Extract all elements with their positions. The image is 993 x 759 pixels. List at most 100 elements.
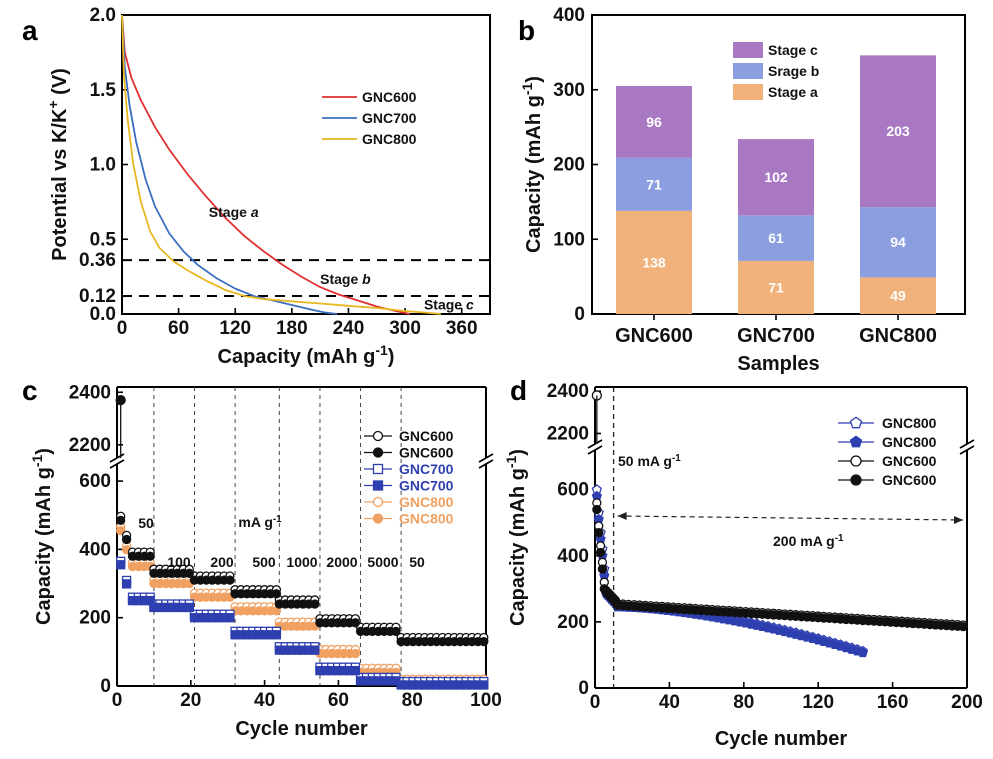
bar-value-label: 71 bbox=[646, 176, 662, 192]
x-tick-label: 160 bbox=[877, 692, 909, 713]
rate-unit-label: mA g-1 bbox=[238, 514, 282, 531]
bar-value-label: 102 bbox=[764, 169, 788, 185]
y-tick-label: 2400 bbox=[69, 382, 111, 403]
panel-letter: d bbox=[510, 375, 527, 406]
y-tick-label: 100 bbox=[553, 229, 585, 250]
rate-arrow-head-left bbox=[617, 512, 627, 520]
rate-label: 100 bbox=[167, 554, 191, 570]
bar-segment-Stage-c bbox=[860, 55, 936, 208]
x-tick-label: 60 bbox=[328, 690, 349, 711]
data-point-GNC600 bbox=[310, 599, 320, 609]
stage-annotation: Stage a bbox=[209, 204, 259, 220]
x-tick-label: 0 bbox=[117, 318, 128, 339]
x-tick-label: 60 bbox=[168, 318, 189, 339]
data-point-GNC700 bbox=[350, 665, 361, 676]
axis-break-mark bbox=[109, 453, 125, 463]
y-tick-label: 1.0 bbox=[90, 155, 116, 176]
data-point-GNC600 bbox=[350, 618, 361, 628]
panel-b: b 0 100 200 300 400 138 71 96 GNC600 71 61 102 GNC700… bbox=[518, 5, 966, 375]
rate-label: 200 bbox=[210, 554, 234, 570]
x-tick-label: GNC800 bbox=[859, 325, 937, 347]
y-tick-label: 200 bbox=[553, 155, 585, 176]
bar-segment-Stage-a bbox=[738, 260, 814, 314]
legend-marker bbox=[372, 430, 384, 442]
x-tick-label: 200 bbox=[951, 692, 983, 713]
legend-marker bbox=[849, 416, 863, 429]
rate-label: 500 bbox=[252, 554, 276, 570]
y-tick-label: 600 bbox=[79, 471, 111, 492]
legend-label: GNC800 bbox=[362, 131, 417, 147]
x-axis-label: Cycle number bbox=[715, 728, 847, 750]
axis-break-mark bbox=[587, 445, 603, 455]
panel-letter: a bbox=[22, 15, 38, 46]
legend-marker bbox=[850, 474, 862, 486]
bar-value-label: 138 bbox=[642, 254, 666, 270]
legend-label: GNC600 bbox=[882, 453, 937, 469]
data-point-GNC600 bbox=[592, 504, 602, 515]
rate-annotation-200: 200 mA g-1 bbox=[773, 533, 844, 550]
legend-label: GNC600 bbox=[362, 89, 417, 105]
legend-marker bbox=[372, 480, 384, 491]
data-point-GNC600 bbox=[121, 534, 132, 545]
legend-label: GNC600 bbox=[882, 472, 937, 488]
legend-label: GNC700 bbox=[362, 110, 417, 126]
series-line-GNC600 bbox=[121, 14, 410, 315]
stage-annotation: Stage b bbox=[320, 271, 371, 287]
legend-marker bbox=[372, 496, 384, 508]
y-tick-label: 0.5 bbox=[90, 229, 117, 250]
x-tick-label: GNC600 bbox=[615, 325, 693, 347]
panel-d: d 0 40 80 120 160 200 0 200 400 600 2200 2400 50 mA g… bbox=[503, 375, 983, 750]
data-point-GNC800 bbox=[116, 525, 126, 536]
y-tick-label: 300 bbox=[553, 80, 585, 101]
bar-segment-Stage-c bbox=[738, 139, 814, 216]
data-point-GNC600 bbox=[597, 564, 608, 574]
data-point-GNC700 bbox=[225, 613, 235, 623]
axis-break-mark bbox=[478, 459, 494, 469]
rate-annotation-50: 50 mA g-1 bbox=[618, 453, 681, 470]
bar-value-label: 61 bbox=[768, 230, 784, 246]
data-point-GNC700 bbox=[121, 579, 132, 589]
y-tick-label: 0 bbox=[578, 678, 589, 699]
x-axis-label: Capacity (mAh g-1) bbox=[218, 342, 395, 368]
legend-label: GNC700 bbox=[399, 461, 454, 477]
x-tick-label: 20 bbox=[180, 690, 201, 711]
y-tick-label: 400 bbox=[553, 5, 585, 26]
data-point-GNC800 bbox=[350, 648, 361, 659]
legend-marker bbox=[372, 463, 384, 475]
y-axis-label: Capacity (mAh g-1) bbox=[503, 449, 529, 626]
data-point-GNC700 bbox=[479, 680, 489, 690]
series-line-GNC700 bbox=[121, 14, 338, 315]
bar-segment-Srage-b bbox=[738, 215, 814, 261]
x-axis-label: Cycle number bbox=[235, 718, 367, 740]
data-point-GNC600 bbox=[479, 636, 489, 647]
y-axis-label: Potential vs K/K+ (V) bbox=[45, 68, 71, 261]
axis-break-mark bbox=[478, 453, 494, 463]
data-point-GNC700 bbox=[116, 560, 126, 570]
legend-label: GNC800 bbox=[882, 434, 937, 450]
x-tick-label: 0 bbox=[590, 692, 601, 713]
data-point-GNC800 bbox=[857, 647, 868, 658]
x-tick-label: 180 bbox=[276, 318, 308, 339]
panel-a: a 0 60 120 180 240 300 360 0.00.12 0.360.5 1.0 1.5 2… bbox=[22, 5, 491, 368]
panel-letter: b bbox=[518, 15, 535, 46]
data-point-GNC600 bbox=[958, 621, 968, 632]
bar-segment-Stage-c bbox=[616, 86, 692, 158]
bar-value-label: 96 bbox=[646, 114, 662, 130]
legend-swatch bbox=[733, 42, 763, 58]
data-point-GNC600 bbox=[116, 515, 126, 526]
legend-label: GNC600 bbox=[399, 428, 454, 444]
legend-label: GNC600 bbox=[399, 445, 454, 461]
y-tick-label: 1.5 bbox=[90, 80, 117, 101]
y-tick-label: 2400 bbox=[547, 381, 589, 402]
y-tick-label: 200 bbox=[557, 612, 589, 633]
data-point-GNC600 bbox=[594, 527, 604, 538]
x-tick-label: 80 bbox=[733, 692, 754, 713]
y-tick-label: 0 bbox=[100, 676, 111, 697]
rate-label: 1000 bbox=[286, 554, 317, 570]
bar-value-label: 49 bbox=[890, 288, 906, 304]
bar-value-label: 94 bbox=[890, 234, 906, 250]
legend-swatch bbox=[733, 84, 763, 100]
data-point-GNC600 bbox=[595, 547, 606, 558]
legend-marker bbox=[849, 435, 863, 448]
